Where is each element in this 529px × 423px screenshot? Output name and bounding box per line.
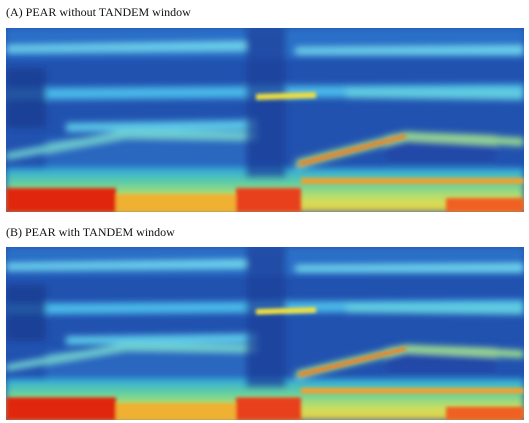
panel-title: (B) PEAR with TANDEM window: [6, 225, 175, 239]
panel-title: (A) PEAR without TANDEM window: [6, 5, 191, 19]
figure: (A) PEAR without TANDEM window (B) PEAR …: [0, 0, 529, 423]
spectrogram: [6, 247, 524, 420]
spectrogram: [6, 28, 524, 212]
